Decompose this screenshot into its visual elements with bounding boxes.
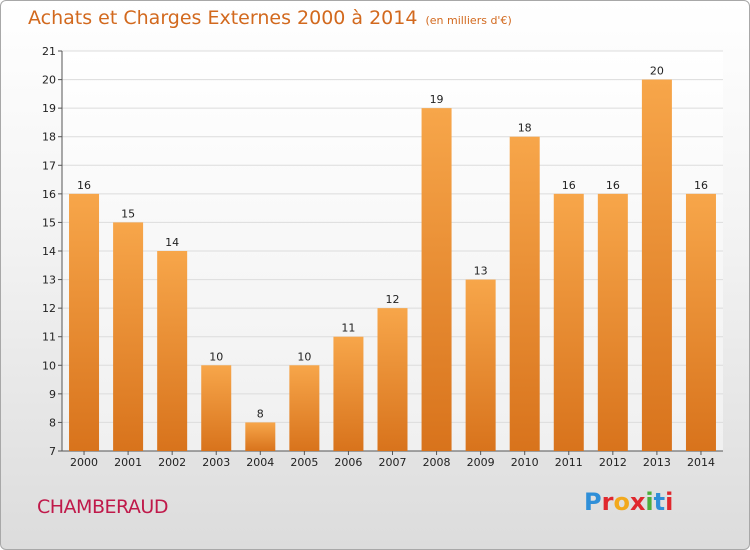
y-tick-label: 20: [42, 74, 56, 87]
data-label-2004: 8: [257, 407, 264, 420]
logo-letter: t: [653, 488, 666, 516]
bar-2002: [157, 251, 188, 451]
bar-2011: [553, 193, 584, 451]
y-tick-label: 11: [42, 331, 56, 344]
bar-2006: [333, 336, 364, 451]
axes: 7 8 9 10 11 12 13 14 15 16 17 18 19 20 21 2000 2001 2002 2…: [42, 45, 723, 469]
logo-letter: o: [613, 488, 630, 516]
y-tick-label: 7: [49, 445, 56, 458]
y-tick-label: 9: [49, 388, 56, 401]
data-label-2012: 16: [606, 179, 620, 192]
chart-title-text: Achats et Charges Externes 2000 à 2014: [28, 7, 418, 29]
data-label-2013: 20: [650, 65, 664, 78]
data-label-2000: 16: [77, 179, 91, 192]
chart-subtitle: (en milliers d'€): [425, 14, 512, 27]
data-label-2008: 19: [430, 93, 444, 106]
bar-2014: [685, 193, 716, 451]
x-tick-label-2002: 2002: [158, 456, 186, 469]
y-tick-label: 21: [42, 45, 56, 58]
x-tick-label-2008: 2008: [423, 456, 451, 469]
x-tick-label-2014: 2014: [687, 456, 715, 469]
data-label-2005: 10: [297, 350, 311, 363]
data-label-2003: 10: [209, 350, 223, 363]
chart-title: Achats et Charges Externes 2000 à 2014 (e…: [28, 7, 512, 29]
x-tick-label-2003: 2003: [202, 456, 230, 469]
x-tick-label-2005: 2005: [290, 456, 318, 469]
bar-2010: [509, 136, 540, 451]
x-tick-label-2004: 2004: [246, 456, 274, 469]
data-label-2014: 16: [694, 179, 708, 192]
logo-letter: i: [665, 488, 674, 516]
x-tick-label-2010: 2010: [511, 456, 539, 469]
data-label-2009: 13: [474, 265, 488, 278]
x-tick-label-2007: 2007: [379, 456, 407, 469]
x-tick-label-2013: 2013: [643, 456, 671, 469]
bar-2003: [201, 365, 232, 451]
location-name: CHAMBERAUD: [37, 496, 168, 518]
y-tick-label: 15: [42, 216, 56, 229]
bar-2008: [421, 108, 452, 452]
data-label-2007: 12: [386, 293, 400, 306]
x-tick-label-2012: 2012: [599, 456, 627, 469]
bar-2005: [289, 365, 320, 451]
x-tick-label-2001: 2001: [114, 456, 142, 469]
y-tick-label: 18: [42, 131, 56, 144]
proxiti-logo: Proxiti: [584, 488, 673, 516]
y-tick-label: 10: [42, 359, 56, 372]
x-tick-label-2000: 2000: [70, 456, 98, 469]
data-labels: 16 15 14 10 8 10 11 12 19 13 18 16 16 20 16: [77, 65, 708, 421]
bar-2012: [597, 193, 628, 451]
data-label-2006: 11: [341, 322, 355, 335]
y-tick-label: 16: [42, 188, 56, 201]
bar-2007: [377, 308, 408, 451]
bar-2004: [245, 422, 276, 451]
data-label-2011: 16: [562, 179, 576, 192]
y-tick-label: 14: [42, 245, 56, 258]
data-label-2001: 15: [121, 207, 135, 220]
logo-letter: x: [629, 488, 646, 516]
logo-letter: P: [584, 488, 602, 516]
bar-2013: [641, 79, 672, 452]
x-tick-label-2006: 2006: [334, 456, 362, 469]
y-tick-label: 13: [42, 274, 56, 287]
bar-2000: [69, 193, 100, 451]
y-tick-label: 8: [49, 416, 56, 429]
x-tick-label-2009: 2009: [467, 456, 495, 469]
y-tick-label: 19: [42, 102, 56, 115]
data-label-2010: 18: [518, 122, 532, 135]
logo-letter: r: [601, 488, 614, 516]
data-label-2002: 14: [165, 236, 179, 249]
y-tick-label: 17: [42, 159, 56, 172]
bars: [69, 79, 716, 452]
y-tick-label: 12: [42, 302, 56, 315]
bar-2009: [465, 279, 496, 451]
x-tick-label-2011: 2011: [555, 456, 583, 469]
logo-letter: i: [645, 488, 654, 516]
bar-2001: [113, 222, 144, 451]
